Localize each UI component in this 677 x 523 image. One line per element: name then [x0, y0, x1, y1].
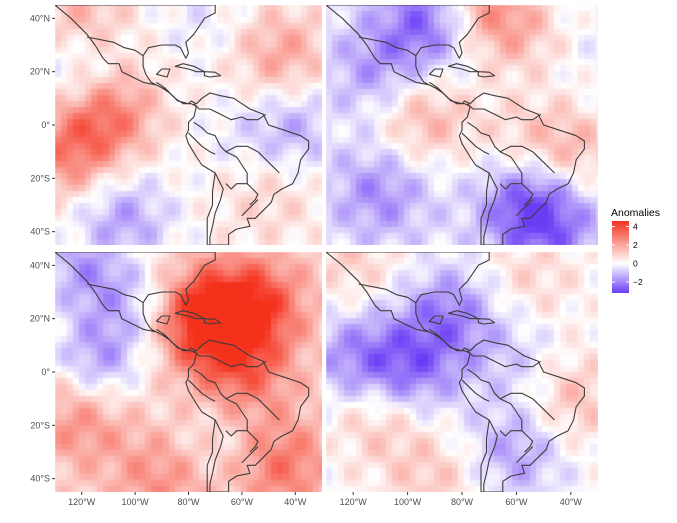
- lat-tick-label: 0°: [41, 367, 50, 377]
- country-border: [156, 81, 176, 99]
- country-border: [499, 430, 522, 437]
- lat-tick-label: 40°N: [30, 260, 50, 270]
- country-border: [193, 103, 267, 121]
- lon-tick-label: 120°W: [68, 497, 96, 507]
- lon-tick-label: 100°W: [394, 497, 422, 507]
- country-border: [86, 283, 144, 304]
- country-border: [225, 430, 248, 437]
- lon-tick-label: 40°W: [284, 497, 307, 507]
- country-border: [499, 145, 555, 174]
- legend-colorbar: [612, 221, 629, 293]
- coastlines: [326, 252, 585, 492]
- land-outline: [203, 318, 222, 325]
- lon-tick-label: 100°W: [122, 497, 150, 507]
- country-border: [241, 199, 259, 217]
- legend-tick-label: 0: [633, 258, 638, 268]
- country-border: [467, 368, 534, 453]
- anomaly-field: [326, 252, 598, 492]
- anomaly-field: [55, 252, 322, 492]
- land-outline: [155, 315, 171, 325]
- country-border: [429, 328, 449, 346]
- land-outline: [477, 318, 496, 325]
- legend-tick-label: −2: [633, 277, 643, 287]
- country-border: [499, 392, 555, 421]
- lon-tick-label: 120°W: [340, 497, 368, 507]
- country-border: [188, 132, 216, 155]
- land-outline: [326, 5, 585, 245]
- country-border: [209, 419, 224, 492]
- country-border: [516, 199, 534, 217]
- country-border: [461, 379, 490, 402]
- anomaly-field: [326, 5, 598, 245]
- country-border: [86, 36, 144, 57]
- legend-title: Anomalies: [611, 207, 660, 219]
- map-panel-bottom-left: [55, 252, 322, 492]
- land-outline: [55, 252, 310, 492]
- land-outline: [477, 71, 496, 78]
- country-border: [467, 103, 542, 121]
- land-outline: [428, 315, 444, 325]
- country-border: [225, 392, 280, 421]
- country-border: [467, 350, 542, 368]
- country-border: [516, 446, 534, 464]
- coastlines: [326, 5, 585, 245]
- color-legend: Anomalies 4 2 0 −2: [611, 207, 660, 293]
- country-border: [193, 350, 267, 368]
- lat-tick-label: 20°S: [30, 173, 50, 183]
- country-border: [193, 368, 259, 453]
- land-outline: [55, 5, 310, 245]
- land-outline: [203, 71, 222, 78]
- map-panel-top-left: [55, 5, 322, 245]
- country-border: [499, 183, 522, 190]
- country-border: [358, 36, 417, 57]
- legend-tick-label: 2: [633, 240, 638, 250]
- lon-tick-label: 60°W: [505, 497, 528, 507]
- lat-tick-label: 20°N: [30, 67, 50, 77]
- country-border: [483, 419, 498, 492]
- lat-tick-label: 40°S: [30, 227, 50, 237]
- lon-tick-label: 40°W: [560, 497, 583, 507]
- country-border: [483, 172, 498, 245]
- country-border: [209, 172, 224, 245]
- land-outline: [155, 68, 171, 78]
- country-border: [188, 379, 216, 402]
- country-border: [461, 132, 490, 155]
- lat-tick-label: 40°N: [30, 13, 50, 23]
- country-border: [241, 446, 259, 464]
- land-outline: [326, 252, 585, 492]
- country-border: [429, 81, 449, 99]
- map-panel-top-right: [326, 5, 598, 245]
- country-border: [467, 121, 534, 206]
- lon-tick-label: 60°W: [231, 497, 254, 507]
- lon-tick-label: 80°W: [177, 497, 200, 507]
- land-outline: [428, 68, 444, 78]
- country-border: [193, 121, 259, 206]
- lon-tick-label: 80°W: [451, 497, 474, 507]
- lat-tick-label: 0°: [41, 120, 50, 130]
- country-border: [225, 145, 280, 174]
- map-panel-bottom-right: [326, 252, 598, 492]
- lat-tick-label: 20°S: [30, 420, 50, 430]
- country-border: [358, 283, 417, 304]
- legend-tick-label: 4: [633, 222, 638, 232]
- coastlines: [55, 5, 310, 245]
- lat-tick-label: 20°N: [30, 314, 50, 324]
- lat-tick-label: 40°S: [30, 474, 50, 484]
- coastlines: [55, 252, 310, 492]
- country-border: [156, 328, 176, 346]
- country-border: [225, 183, 248, 190]
- anomaly-field: [55, 5, 322, 245]
